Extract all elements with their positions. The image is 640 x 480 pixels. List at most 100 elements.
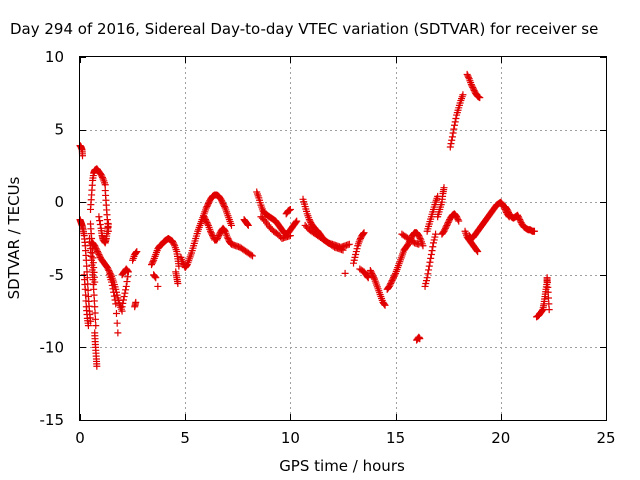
data-point-marker [220,203,228,211]
data-point-marker [447,140,455,148]
data-point-marker [425,262,433,270]
x-tick-label: 15 [386,429,405,447]
grid [80,57,606,420]
data-point-marker [119,296,127,304]
data-point-marker [545,306,553,314]
data-point-marker [118,303,126,311]
data-point-marker [286,232,294,240]
x-axis-label: GPS time / hours [279,457,405,475]
data-point-marker [427,250,435,258]
data-point-marker [360,229,368,237]
data-point-marker [359,230,367,238]
data-point-marker [112,300,120,308]
data-point-marker [244,221,252,229]
data-point-marker [450,125,458,133]
y-tick-label: 10 [45,48,64,66]
data-point-marker [149,258,157,266]
data-points [76,70,553,370]
data-point-marker [448,133,456,141]
data-point-marker [428,247,436,255]
x-tick-labels: 0 5 10 15 20 25 [75,429,615,447]
data-point-marker [249,252,257,260]
data-point-marker [104,227,112,235]
data-point-marker [124,268,132,276]
data-point-marker [91,278,99,286]
data-point-marker [452,114,460,122]
data-point-marker [91,303,99,311]
data-point-marker [381,301,389,309]
y-tick-label: 5 [54,121,64,139]
x-tick-label: 20 [491,429,510,447]
data-point-marker [440,184,448,192]
data-point-marker [454,216,462,224]
data-point-marker [451,118,459,126]
data-point-marker [124,273,132,281]
data-point-marker [122,282,130,290]
data-point-marker [476,94,484,102]
data-point-marker [339,246,347,254]
data-point-marker [247,251,255,259]
data-point-marker [204,220,212,228]
data-point-marker [416,235,424,242]
data-point-marker [122,286,130,294]
data-point-marker [174,280,182,288]
y-tick-label: -15 [40,411,65,429]
data-point-marker [459,91,467,99]
data-point-marker [112,310,120,318]
data-point-marker [79,152,87,160]
data-point-marker [110,288,118,296]
chart-title: Day 294 of 2016, Sidereal Day-to-day VTE… [10,20,598,38]
data-point-marker [427,254,435,262]
data-point-marker [114,329,122,337]
y-axis-label: SDTVAR / TECUs [5,176,23,299]
data-point-marker [530,227,538,235]
data-point-marker [432,230,440,238]
data-point-marker [133,248,141,256]
data-point-marker [455,217,463,225]
data-point-marker [92,322,100,330]
data-point-marker [119,299,127,307]
y-tick-label: -10 [40,338,65,356]
data-point-marker [111,296,119,304]
data-point-marker [95,213,103,221]
plot-frame [79,56,607,421]
data-point-marker [109,285,117,293]
data-point-marker [426,258,434,266]
data-point-marker [424,270,432,278]
data-point-marker [341,269,349,277]
data-point-marker [120,293,128,301]
x-tick-label: 0 [75,429,85,447]
data-point-marker [429,243,437,251]
data-point-marker [391,271,399,279]
y-tick-labels: -15 -10 -5 0 5 10 [40,48,65,429]
data-point-marker [121,289,129,297]
data-point-marker [293,217,301,225]
data-point-marker [108,281,116,289]
data-point-marker [416,335,424,343]
data-point-marker [425,266,433,274]
x-tick-label: 25 [596,429,615,447]
data-point-marker [370,274,378,282]
data-point-marker [152,274,160,282]
y-tick-label: -5 [49,266,64,284]
data-point-marker [345,240,353,248]
data-point-marker [446,143,454,151]
data-point-marker [473,247,481,255]
data-point-marker [286,205,294,213]
x-tick-label: 10 [281,429,300,447]
data-point-marker [415,240,423,248]
data-point-marker [113,319,121,327]
data-point-marker [93,362,101,370]
data-point-marker [151,273,159,281]
data-point-marker [451,121,459,129]
data-point-marker [423,274,431,282]
data-point-marker [474,248,482,256]
axis-ticks [80,57,607,421]
data-point-marker [91,309,99,317]
data-point-marker [449,129,457,137]
data-point-marker [448,136,456,144]
data-point-marker [110,292,118,300]
data-point-marker [227,221,235,229]
y-tick-label: 0 [54,193,64,211]
data-point-marker [244,220,252,228]
